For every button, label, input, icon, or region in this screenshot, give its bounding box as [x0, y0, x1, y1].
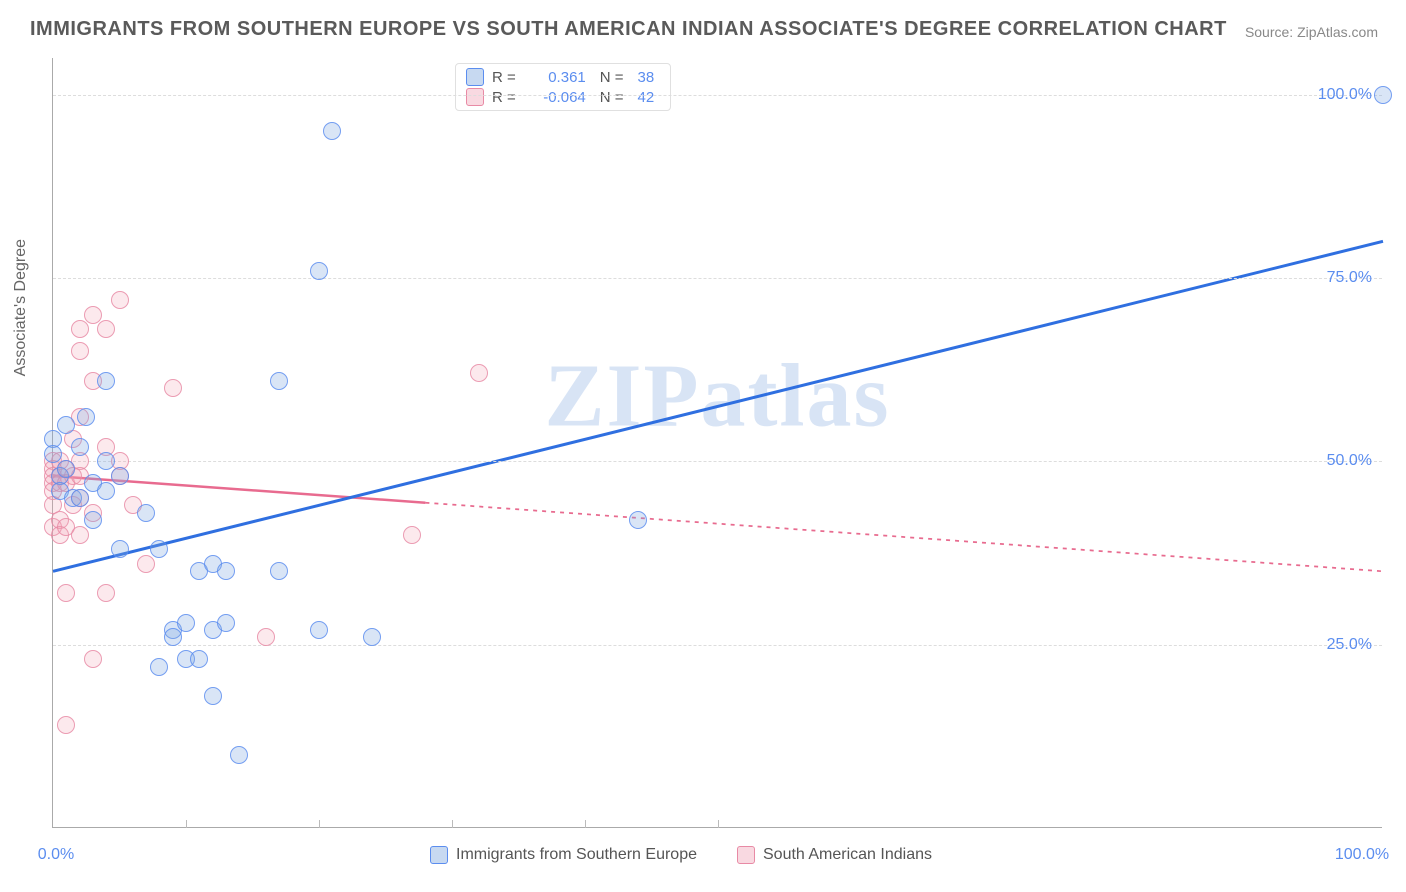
data-point: [97, 584, 115, 602]
data-point: [71, 489, 89, 507]
gridline-h: [53, 461, 1382, 462]
data-point: [84, 650, 102, 668]
data-point: [57, 416, 75, 434]
y-tick-label: 25.0%: [1327, 636, 1372, 654]
chart-title: IMMIGRANTS FROM SOUTHERN EUROPE VS SOUTH…: [30, 18, 1227, 41]
data-point: [71, 320, 89, 338]
data-point: [97, 482, 115, 500]
legend-label-blue: Immigrants from Southern Europe: [456, 846, 697, 864]
data-point: [270, 372, 288, 390]
data-point: [71, 342, 89, 360]
x-tick-mark: [585, 820, 586, 828]
x-tick-mark: [452, 820, 453, 828]
data-point: [111, 540, 129, 558]
gridline-h: [53, 278, 1382, 279]
y-tick-label: 75.0%: [1327, 269, 1372, 287]
x-tick-mark: [186, 820, 187, 828]
data-point: [150, 658, 168, 676]
plot-svg: [53, 58, 1383, 828]
source-label: Source: ZipAtlas.com: [1245, 24, 1378, 40]
trend-line-solid: [53, 241, 1383, 571]
data-point: [71, 526, 89, 544]
series-legend: Immigrants from Southern Europe South Am…: [430, 846, 932, 864]
data-point: [310, 621, 328, 639]
data-point: [97, 320, 115, 338]
legend-label-pink: South American Indians: [763, 846, 932, 864]
data-point: [257, 628, 275, 646]
x-tick-mark: [319, 820, 320, 828]
gridline-h: [53, 645, 1382, 646]
x-tick-end: 100.0%: [1335, 846, 1389, 864]
legend-item-blue: Immigrants from Southern Europe: [430, 846, 697, 864]
y-tick-label: 50.0%: [1327, 452, 1372, 470]
data-point: [190, 650, 208, 668]
data-point: [629, 511, 647, 529]
data-point: [57, 716, 75, 734]
data-point: [97, 452, 115, 470]
data-point: [470, 364, 488, 382]
y-axis-label: Associate's Degree: [12, 239, 30, 376]
data-point: [150, 540, 168, 558]
data-point: [217, 562, 235, 580]
data-point: [164, 379, 182, 397]
data-point: [1374, 86, 1392, 104]
data-point: [363, 628, 381, 646]
data-point: [270, 562, 288, 580]
y-tick-label: 100.0%: [1318, 86, 1372, 104]
data-point: [97, 372, 115, 390]
data-point: [137, 504, 155, 522]
data-point: [164, 628, 182, 646]
scatter-plot-area: ZIPatlas R = 0.361 N = 38 R = -0.064 N =…: [52, 58, 1382, 828]
data-point: [77, 408, 95, 426]
data-point: [137, 555, 155, 573]
x-tick-mark: [718, 820, 719, 828]
data-point: [310, 262, 328, 280]
data-point: [111, 291, 129, 309]
trend-line-dashed: [425, 503, 1383, 572]
legend-item-pink: South American Indians: [737, 846, 932, 864]
data-point: [84, 306, 102, 324]
swatch-blue: [430, 846, 448, 864]
data-point: [217, 614, 235, 632]
data-point: [204, 687, 222, 705]
x-tick-start: 0.0%: [38, 846, 74, 864]
data-point: [71, 438, 89, 456]
data-point: [84, 511, 102, 529]
data-point: [57, 584, 75, 602]
data-point: [403, 526, 421, 544]
data-point: [44, 445, 62, 463]
data-point: [177, 614, 195, 632]
gridline-h: [53, 95, 1382, 96]
data-point: [111, 467, 129, 485]
data-point: [57, 460, 75, 478]
data-point: [323, 122, 341, 140]
swatch-pink: [737, 846, 755, 864]
data-point: [230, 746, 248, 764]
